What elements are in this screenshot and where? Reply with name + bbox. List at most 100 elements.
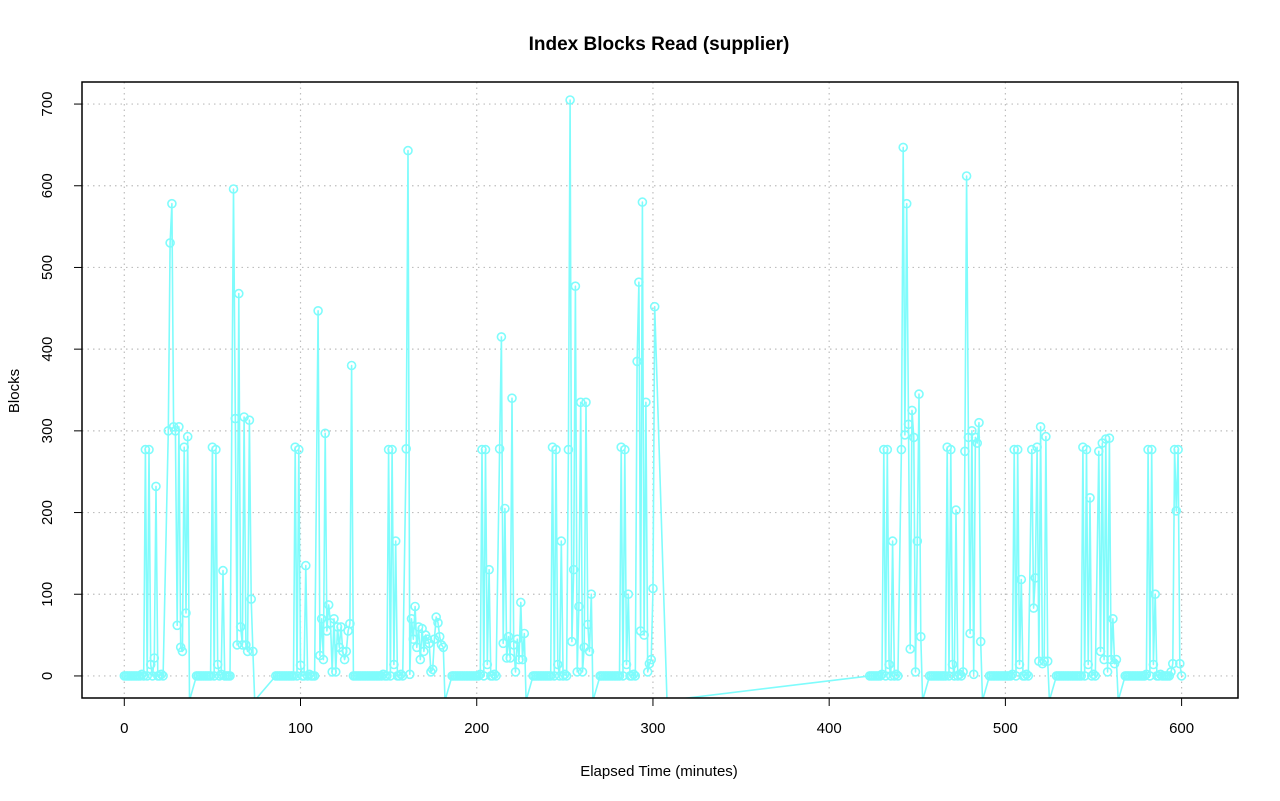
data-point [584, 646, 595, 657]
data-point [945, 444, 956, 455]
data-point [1081, 444, 1092, 455]
data-point [167, 198, 177, 209]
data-point [135, 671, 145, 681]
data-point [228, 184, 239, 194]
data-point [965, 628, 975, 639]
data-point [1176, 671, 1187, 681]
x-tick-label: 200 [464, 720, 489, 737]
data-point [433, 617, 443, 628]
y-tick-label: 100 [39, 582, 56, 607]
data-point [1102, 667, 1113, 677]
data-point [156, 669, 167, 680]
data-point [1146, 444, 1157, 455]
data-point [961, 171, 972, 181]
data-point [1005, 671, 1016, 681]
data-point [908, 432, 919, 443]
data-point [234, 288, 244, 299]
data-point [634, 277, 644, 288]
data-point [383, 444, 394, 455]
data-point [322, 626, 332, 636]
data-point [649, 301, 660, 312]
data-point [1079, 671, 1090, 681]
data-point [567, 636, 577, 647]
data-point [482, 659, 493, 670]
data-point [214, 671, 225, 681]
data-point [177, 646, 188, 657]
data-point [181, 608, 191, 618]
data-point [408, 634, 419, 645]
data-point [552, 659, 563, 670]
x-tick-label: 600 [1169, 720, 1194, 737]
data-point [237, 640, 248, 650]
data-point [556, 536, 567, 546]
data-point [389, 659, 399, 670]
data-point [302, 671, 313, 681]
data-point [949, 671, 960, 681]
data-point [568, 564, 579, 575]
data-point [500, 503, 510, 514]
data-point [563, 444, 574, 455]
y-tick-label: 500 [39, 255, 56, 280]
data-point [914, 389, 924, 399]
data-point [1027, 444, 1037, 455]
data-point [212, 659, 223, 670]
data-point [628, 669, 639, 680]
data-point [519, 628, 530, 639]
y-tick-label: 300 [39, 418, 56, 443]
data-point [235, 622, 246, 632]
data-point [1173, 444, 1183, 455]
data-point [1111, 654, 1122, 665]
data-point [320, 428, 331, 439]
data-point [404, 669, 415, 680]
y-axis-label: Blocks [6, 369, 23, 413]
data-point [910, 667, 921, 677]
data-point [151, 481, 161, 492]
data-point [327, 667, 338, 677]
data-series [119, 95, 1187, 698]
data-point [1148, 659, 1159, 670]
data-point [1143, 444, 1153, 455]
data-point [1104, 433, 1115, 444]
data-point [1009, 444, 1020, 455]
data-point [586, 589, 597, 600]
data-point [230, 413, 241, 424]
data-point [912, 536, 923, 546]
data-point [147, 671, 158, 681]
y-tick-label: 700 [39, 92, 56, 117]
x-tick-label: 300 [640, 720, 665, 737]
data-point [582, 619, 593, 630]
data-point [517, 654, 528, 665]
data-point [438, 642, 449, 653]
data-point [1023, 671, 1034, 681]
data-point [330, 667, 341, 677]
data-point [1150, 589, 1160, 600]
y-tick-label: 600 [39, 173, 56, 198]
data-point [477, 444, 487, 455]
data-point [570, 281, 581, 292]
data-point [882, 444, 893, 455]
data-point [947, 659, 958, 670]
data-point [341, 646, 352, 657]
data-point [505, 653, 516, 663]
data-point [972, 438, 983, 448]
plot-box [81, 81, 1239, 699]
data-point [332, 622, 343, 632]
data-point [1014, 659, 1025, 670]
data-point [900, 430, 910, 440]
data-point [140, 444, 151, 455]
data-point [410, 601, 420, 612]
data-point [241, 640, 251, 650]
data-point [565, 95, 575, 105]
data-point [313, 305, 323, 316]
data-point [898, 142, 909, 153]
data-point [581, 397, 591, 408]
data-point [889, 671, 900, 681]
data-point [637, 197, 648, 207]
chart-title: Index Blocks Read (supplier) [529, 34, 790, 55]
data-point [1042, 656, 1053, 667]
data-point [1041, 431, 1051, 442]
data-point [891, 669, 901, 680]
data-point [406, 613, 417, 624]
data-point [951, 505, 961, 515]
